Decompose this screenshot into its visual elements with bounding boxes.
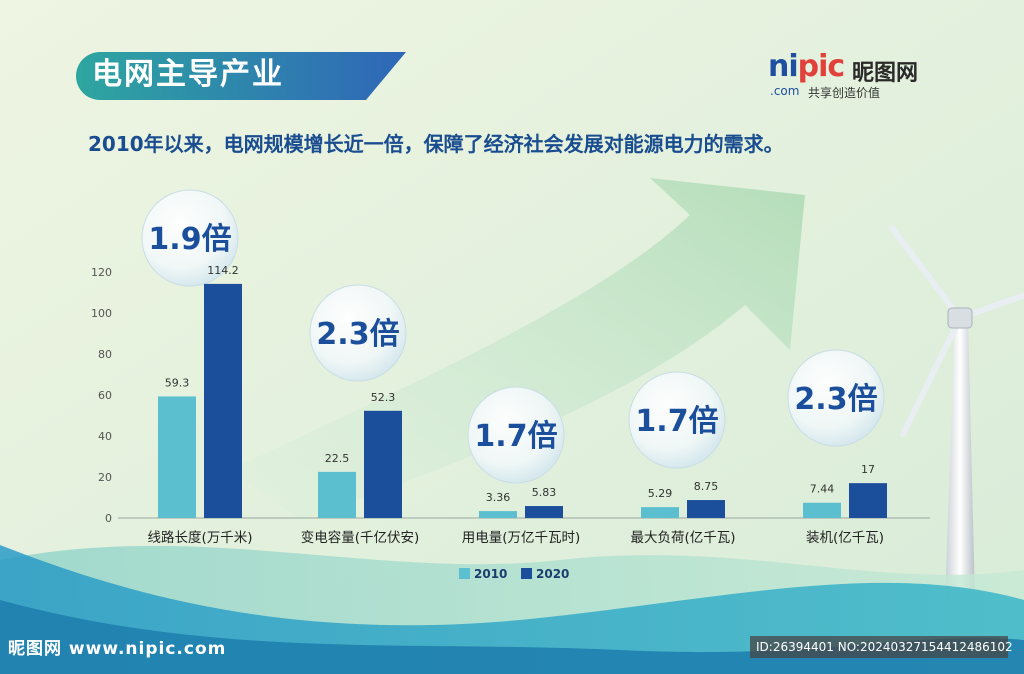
category-label: 变电容量(千亿伏安)	[301, 529, 420, 546]
y-tick-label: 80	[98, 348, 112, 361]
category-label: 装机(亿千瓦)	[806, 530, 884, 546]
legend-swatch-2020	[521, 568, 532, 579]
bar-2020	[849, 483, 887, 518]
legend-label: 2010	[474, 567, 507, 581]
bar-2020	[364, 410, 402, 518]
data-label: 22.5	[325, 452, 350, 465]
bar-2010	[803, 502, 841, 518]
wind-turbine	[889, 225, 1024, 600]
nipic-logo: nipic	[768, 49, 846, 84]
bar-2020	[687, 500, 725, 518]
chart-subtitle: 2010年以来，电网规模增长近一倍，保障了经济社会发展对能源电力的需求。	[88, 132, 784, 156]
data-label: 7.44	[810, 483, 835, 496]
legend-label: 2020	[536, 567, 569, 581]
page-title: 电网主导产业	[92, 57, 284, 92]
category-label: 线路长度(万千米)	[147, 530, 252, 546]
multiplier-bubble	[628, 371, 726, 469]
bar-2010	[318, 471, 356, 518]
bar-2020	[525, 506, 563, 518]
bar-2020	[204, 283, 242, 518]
data-label: 5.29	[648, 487, 673, 500]
logo-slogan: 共享创造价值	[808, 86, 881, 100]
multiplier-label: 1.7倍	[635, 404, 718, 439]
category-label: 最大负荷(亿千瓦)	[630, 530, 735, 546]
multiplier-label: 1.9倍	[148, 222, 231, 257]
multiplier-bubble	[467, 386, 565, 484]
legend-swatch-2010	[459, 568, 470, 579]
data-label: 114.2	[207, 264, 239, 277]
banner-shape	[76, 52, 406, 100]
data-label: 8.75	[694, 480, 719, 493]
logo-domain: .com	[770, 84, 800, 98]
data-label: 3.36	[486, 491, 511, 504]
y-tick-label: 60	[98, 389, 112, 402]
data-label: 5.83	[532, 486, 557, 499]
data-label: 59.3	[165, 376, 190, 389]
data-label: 17	[861, 463, 875, 476]
y-tick-label: 40	[98, 430, 112, 443]
bar-2010	[641, 507, 679, 518]
multiplier-bubble	[787, 349, 885, 447]
y-tick-label: 0	[105, 512, 112, 525]
multiplier-label: 1.7倍	[474, 419, 557, 454]
logo-ni: ni	[768, 49, 799, 84]
y-tick-label: 120	[91, 266, 112, 279]
logo-cn-name: 昵图网	[852, 61, 919, 86]
bar-2010	[479, 511, 517, 518]
multiplier-bubble	[309, 284, 407, 382]
multiplier-label: 2.3倍	[794, 382, 877, 417]
multiplier-label: 2.3倍	[316, 317, 399, 352]
bar-2010	[158, 396, 196, 518]
logo-pic: pic	[797, 49, 846, 84]
data-label: 52.3	[371, 391, 396, 404]
y-tick-label: 100	[91, 307, 112, 320]
multiplier-bubble	[141, 189, 239, 287]
watermark-id: ID:26394401 NO:20240327154412486102	[750, 636, 1013, 658]
watermark-left: 昵图网 www.nipic.com	[8, 639, 227, 659]
y-tick-label: 20	[98, 471, 112, 484]
category-label: 用电量(万亿千瓦时)	[462, 530, 581, 546]
